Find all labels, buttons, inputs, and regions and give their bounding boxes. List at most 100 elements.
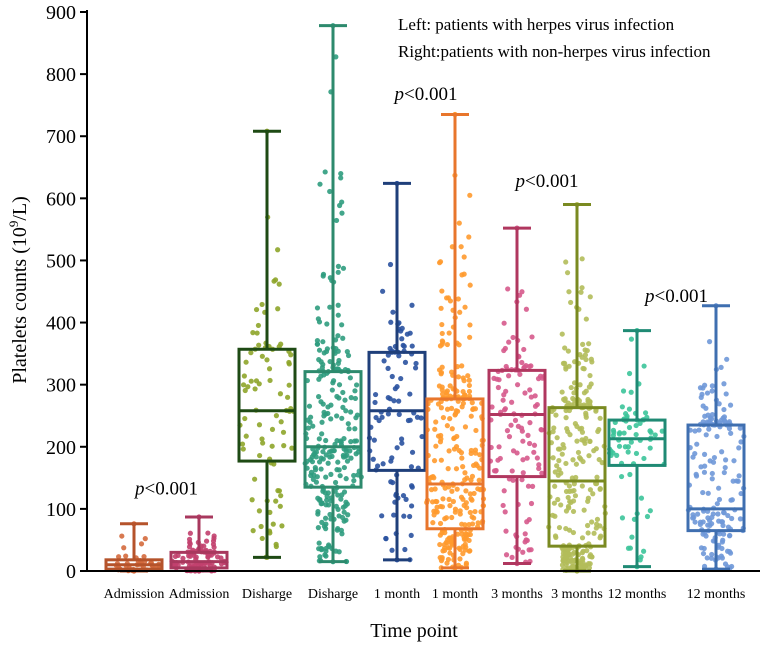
y-tick-label: 400 [46,313,76,335]
data-point [579,437,585,443]
data-point [596,456,602,463]
data-point [337,473,343,479]
data-point [697,519,704,525]
data-point [260,440,266,446]
data-point [437,520,444,527]
data-point [255,322,262,329]
data-point [570,508,577,515]
data-point [583,388,589,394]
data-point [352,395,359,402]
data-point [319,419,325,425]
data-point [628,336,635,342]
data-point [722,418,728,425]
data-point [390,309,396,315]
data-point [532,403,539,409]
data-point [319,519,325,525]
data-point [555,496,561,503]
data-point [239,441,246,447]
data-point [457,556,463,562]
data-point [519,428,525,434]
data-point [610,427,617,433]
data-point [503,363,509,370]
data-point [621,430,627,436]
legend-line-2: Right:patients with non-herpes virus inf… [398,42,711,61]
data-point [459,521,465,527]
data-point [348,409,354,415]
data-point [716,485,722,491]
data-point [468,477,474,483]
data-point [278,341,284,347]
data-point [574,438,580,444]
data-point [399,336,405,342]
data-point [437,259,444,265]
box-iqr [686,423,746,533]
data-point [267,530,273,536]
data-point [323,474,329,480]
data-point [520,549,526,555]
data-point [342,503,348,509]
data-point [121,545,127,551]
data-point [316,394,322,400]
data-point [116,554,122,560]
data-point [585,530,591,536]
data-point [573,461,579,467]
data-point [445,466,451,472]
data-point [413,360,419,367]
p-value-text: <0.001 [404,84,457,105]
data-point [389,455,395,461]
data-point [704,555,710,561]
data-point [538,426,544,433]
data-point [253,378,260,384]
data-point [401,343,407,349]
data-point [318,466,324,472]
data-point [345,352,352,359]
data-point [335,269,341,275]
data-point [280,429,287,435]
data-point [338,527,344,533]
data-point [453,408,459,414]
x-axis-label: Time point [370,620,458,642]
data-point [641,363,647,369]
data-point [325,460,331,466]
data-point [693,473,700,479]
data-point [509,468,515,474]
data-point [582,347,588,353]
data-point [175,552,181,559]
data-point [559,451,565,457]
data-point [579,483,585,489]
data-point [335,312,341,318]
data-point [430,520,436,526]
data-point [495,457,501,463]
data-point [519,359,525,366]
data-point [323,526,329,532]
data-point [467,192,473,198]
data-point [240,446,246,452]
data-point [450,498,457,505]
data-point [633,450,640,457]
data-point [394,445,400,451]
data-point [555,446,562,452]
data-point [526,440,533,447]
data-point [461,271,467,277]
data-point [336,382,343,388]
data-point [525,432,531,438]
data-point [521,346,527,353]
data-point [520,438,526,444]
data-point [348,439,354,445]
data-point [342,397,348,403]
data-point [434,498,440,505]
data-point [438,405,444,411]
data-point [559,331,565,337]
data-point [210,538,217,544]
data-point [371,437,377,443]
data-point [584,522,591,529]
data-point [731,458,737,464]
data-point [730,478,736,484]
data-point [342,453,348,459]
data-point [242,415,248,422]
data-point [248,378,254,384]
data-point [554,435,560,441]
data-point [379,414,385,420]
data-point [449,488,455,494]
x-tick-label: 3 months [491,587,543,602]
